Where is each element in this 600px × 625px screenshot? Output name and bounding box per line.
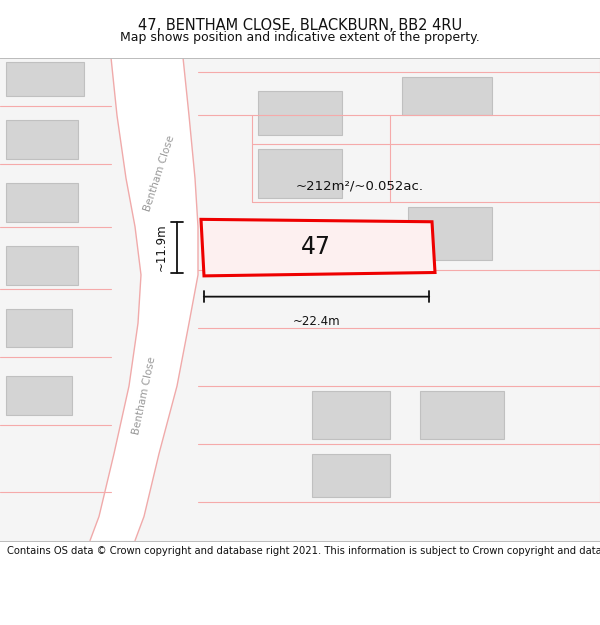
Text: 47, BENTHAM CLOSE, BLACKBURN, BB2 4RU: 47, BENTHAM CLOSE, BLACKBURN, BB2 4RU <box>138 18 462 32</box>
Polygon shape <box>90 58 198 541</box>
Polygon shape <box>258 149 342 198</box>
Polygon shape <box>6 309 72 348</box>
Polygon shape <box>201 219 435 276</box>
Text: Bentham Close: Bentham Close <box>131 356 157 436</box>
Polygon shape <box>312 454 390 497</box>
Polygon shape <box>6 183 78 222</box>
Text: Bentham Close: Bentham Close <box>142 134 176 212</box>
Polygon shape <box>408 208 492 261</box>
Polygon shape <box>6 376 72 415</box>
Text: ~22.4m: ~22.4m <box>293 315 340 328</box>
Polygon shape <box>6 246 78 284</box>
Polygon shape <box>258 91 342 135</box>
Text: Contains OS data © Crown copyright and database right 2021. This information is : Contains OS data © Crown copyright and d… <box>7 546 600 556</box>
Polygon shape <box>6 62 84 96</box>
Text: 47: 47 <box>301 235 331 259</box>
Polygon shape <box>0 58 600 541</box>
Polygon shape <box>312 391 390 439</box>
Polygon shape <box>402 77 492 116</box>
Text: Map shows position and indicative extent of the property.: Map shows position and indicative extent… <box>120 31 480 44</box>
Text: ~11.9m: ~11.9m <box>155 224 168 271</box>
Polygon shape <box>6 120 78 159</box>
Polygon shape <box>420 391 504 439</box>
Text: ~212m²/~0.052ac.: ~212m²/~0.052ac. <box>296 179 424 192</box>
